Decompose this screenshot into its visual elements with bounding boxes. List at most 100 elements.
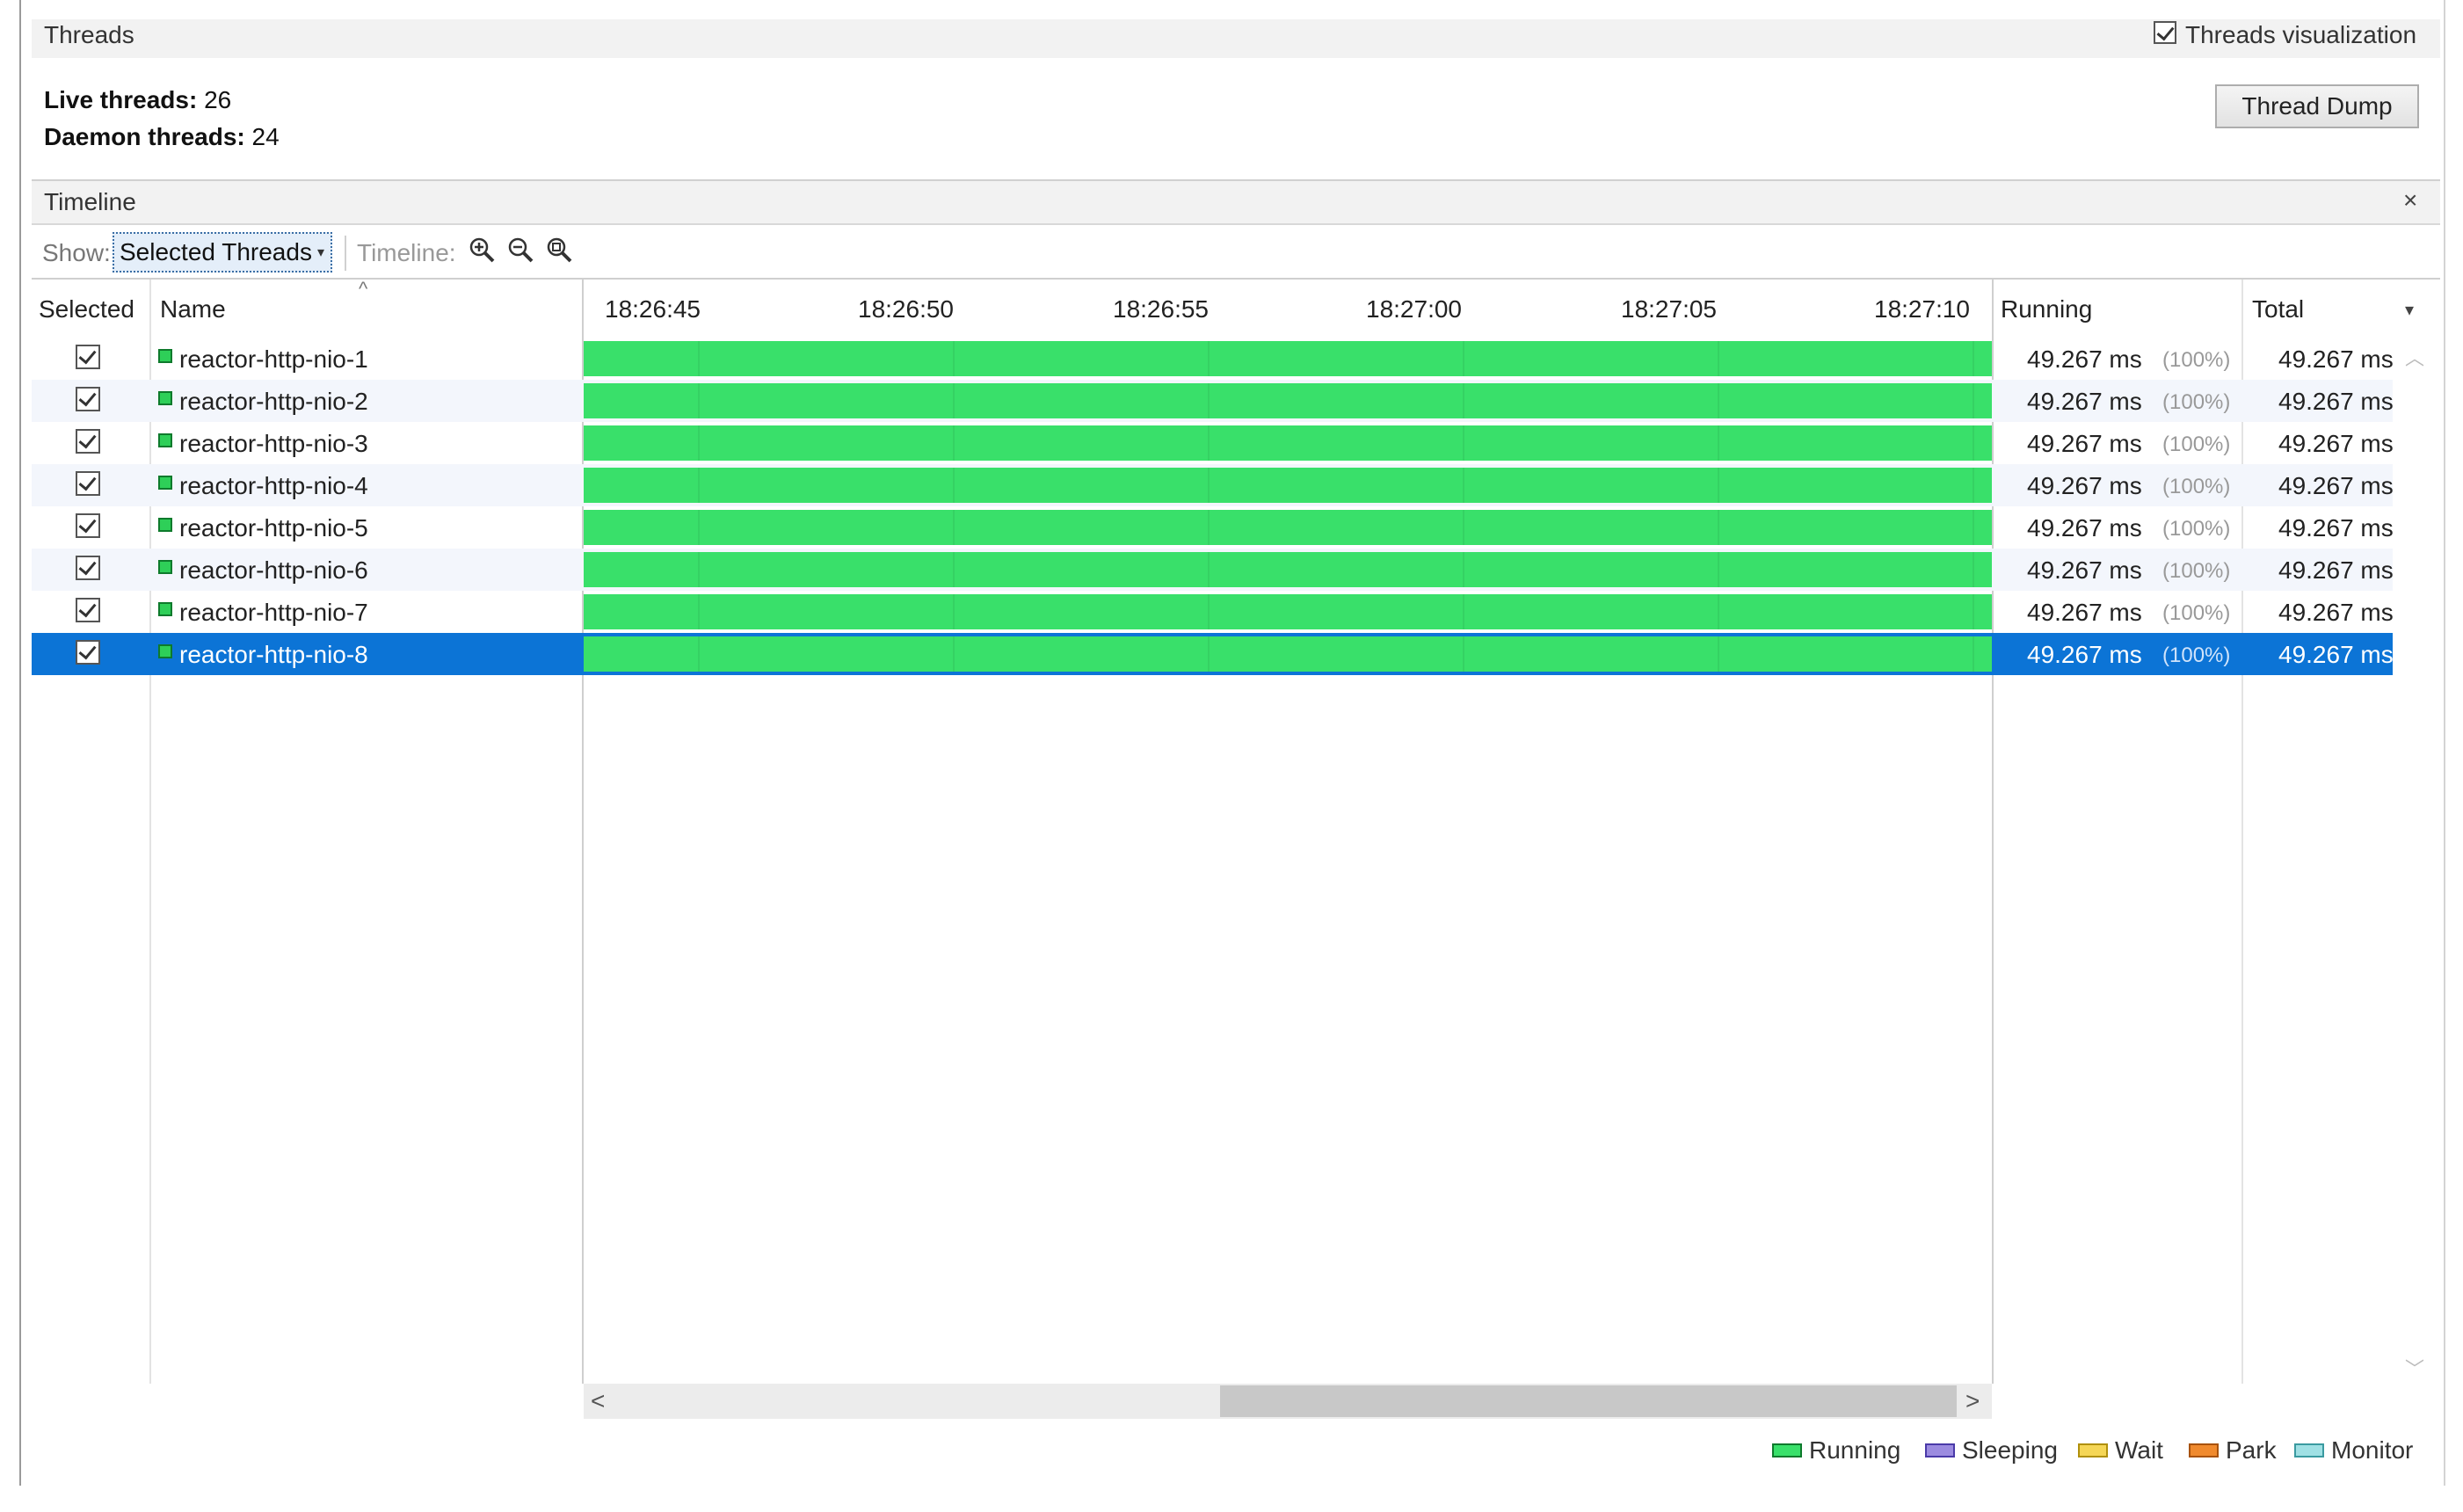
running-time: 49.267 ms (2027, 388, 2142, 415)
column-divider (582, 280, 584, 1384)
thread-running-bar (584, 383, 1992, 418)
show-filter-dropdown[interactable]: Selected Threads ▾ (113, 232, 332, 273)
total-time: 49.267 ms (2278, 388, 2394, 415)
checkmark-icon (78, 345, 97, 365)
thread-running-bar (584, 594, 1992, 629)
thread-state-running-icon (158, 644, 172, 658)
live-threads-label: Live threads: (44, 86, 198, 113)
legend-label-wait: Wait (2115, 1436, 2163, 1464)
vertical-scrollbar[interactable] (2393, 334, 2437, 1384)
running-time: 49.267 ms (2027, 472, 2142, 499)
running-percent: (100%) (2162, 601, 2231, 625)
timeline-gridline (1718, 383, 1719, 418)
total-time: 49.267 ms (2278, 345, 2394, 373)
checkmark-icon (78, 641, 97, 660)
timeline-gridline (1208, 510, 1210, 545)
thread-state-running-icon (158, 391, 172, 405)
timeline-gridline (1463, 383, 1464, 418)
running-time: 49.267 ms (2027, 599, 2142, 626)
column-header-running[interactable]: Running (2001, 295, 2093, 323)
scroll-right-icon[interactable]: > (1965, 1387, 1980, 1414)
column-header-total[interactable]: Total (2252, 295, 2305, 323)
scroll-up-icon[interactable]: ︿ (2405, 347, 2425, 369)
legend-label-running: Running (1809, 1436, 1901, 1464)
timeline-gridline (1463, 594, 1464, 629)
daemon-threads-label: Daemon threads: (44, 123, 245, 150)
timeline-gridline (1208, 341, 1210, 376)
timeline-gridline (698, 341, 700, 376)
thread-state-running-icon (158, 560, 172, 574)
timeline-gridline (953, 636, 955, 672)
total-time: 49.267 ms (2278, 472, 2394, 499)
thread-running-bar (584, 636, 1992, 672)
show-filter-value: Selected Threads (120, 238, 312, 265)
column-divider (2241, 280, 2243, 1384)
chevron-down-icon: ▾ (316, 245, 324, 260)
timeline-gridline (1208, 383, 1210, 418)
timeline-gridline (953, 468, 955, 503)
checkmark-icon (78, 556, 97, 576)
running-time: 49.267 ms (2027, 430, 2142, 457)
timeline-gridline (1208, 636, 1210, 672)
checkmark-icon (78, 388, 97, 407)
timeline-gridline (953, 425, 955, 461)
thread-select-checkbox[interactable] (76, 598, 100, 622)
thread-select-checkbox[interactable] (76, 429, 100, 454)
zoom-in-icon[interactable] (468, 236, 496, 264)
timeline-gridline (1208, 425, 1210, 461)
live-threads-stat: Live threads: 26 (44, 86, 231, 114)
timeline-gridline (1973, 594, 1974, 629)
scroll-left-icon[interactable]: < (591, 1387, 606, 1414)
total-time: 49.267 ms (2278, 514, 2394, 542)
column-header-selected[interactable]: Selected (39, 295, 134, 323)
zoom-fit-icon[interactable] (545, 236, 573, 264)
checkmark-icon (78, 430, 97, 449)
thread-running-bar (584, 425, 1992, 461)
time-tick-label: 18:26:45 (605, 295, 701, 323)
timeline-gridline (1973, 636, 1974, 672)
thread-select-checkbox[interactable] (76, 387, 100, 411)
scroll-down-icon[interactable]: ﹀ (2405, 1358, 2425, 1380)
time-tick-label: 18:27:00 (1366, 295, 1462, 323)
threads-visualization-checkbox[interactable] (2154, 21, 2176, 44)
sort-ascending-icon: ^ (359, 278, 368, 300)
horizontal-scrollbar-thumb[interactable] (1220, 1385, 1957, 1417)
thread-dump-button[interactable]: Thread Dump (2215, 84, 2419, 128)
timeline-gridline (698, 510, 700, 545)
thread-select-checkbox[interactable] (76, 513, 100, 538)
timeline-gridline (698, 383, 700, 418)
legend-swatch-park (2189, 1443, 2219, 1457)
timeline-gridline (698, 552, 700, 587)
close-icon[interactable]: × (2403, 186, 2418, 214)
thread-name: reactor-http-nio-7 (179, 599, 368, 626)
threads-visualization-label[interactable]: Threads visualization (2185, 21, 2417, 48)
legend-swatch-running (1772, 1443, 1802, 1457)
timeline-gridline (1718, 594, 1719, 629)
timeline-gridline (1463, 552, 1464, 587)
total-time: 49.267 ms (2278, 430, 2394, 457)
checkmark-icon (2156, 22, 2175, 41)
legend-label-park: Park (2226, 1436, 2277, 1464)
thread-select-checkbox[interactable] (76, 345, 100, 369)
thread-name: reactor-http-nio-3 (179, 430, 368, 457)
thread-running-bar (584, 341, 1992, 376)
thread-select-checkbox[interactable] (76, 556, 100, 580)
timeline-gridline (953, 552, 955, 587)
thread-state-running-icon (158, 476, 172, 490)
thread-select-checkbox[interactable] (76, 640, 100, 665)
timeline-gridline (1973, 510, 1974, 545)
timeline-gridline (1718, 468, 1719, 503)
timeline-gridline (1718, 341, 1719, 376)
thread-state-running-icon (158, 433, 172, 447)
column-header-name[interactable]: Name (160, 295, 226, 323)
total-time: 49.267 ms (2278, 599, 2394, 626)
column-chooser-icon[interactable]: ▾ (2405, 301, 2415, 320)
zoom-out-icon[interactable] (506, 236, 534, 264)
thread-select-checkbox[interactable] (76, 471, 100, 496)
thread-running-bar (584, 468, 1992, 503)
daemon-threads-value: 24 (251, 123, 280, 150)
timeline-gridline (953, 341, 955, 376)
thread-name: reactor-http-nio-8 (179, 641, 368, 668)
show-label: Show: (42, 239, 111, 266)
time-tick-label: 18:27:05 (1621, 295, 1717, 323)
